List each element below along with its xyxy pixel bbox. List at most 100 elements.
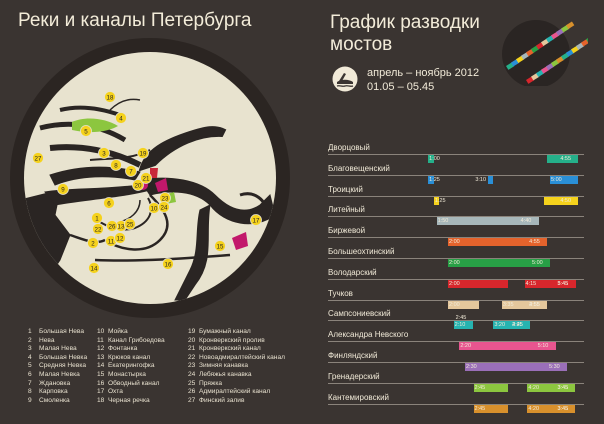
map-marker-label: 4 <box>119 115 123 122</box>
schedule-hours: 01.05 – 05.45 <box>367 81 435 93</box>
time-label: 4:15 <box>525 280 537 287</box>
time-label: 5:30 <box>549 364 560 370</box>
time-label: 4:40 <box>520 218 532 225</box>
bridge-name: Гренадерский <box>328 371 380 381</box>
schedule-subtitle: апрель – ноябрь 2012 01.05 – 05.45 <box>367 66 479 94</box>
bridge-row: Биржевой 2:00 4:55 <box>328 226 584 247</box>
legend-item: 19 Бумажный канал <box>188 328 285 337</box>
map-marker-22: 22 <box>92 223 104 235</box>
time-label: 2:45 <box>455 315 467 322</box>
bridge-row: Гренадерский 2:45 3:45 4:20 3:45 <box>328 372 584 392</box>
row-divider <box>328 216 584 218</box>
map-marker-8: 8 <box>110 159 122 171</box>
bridge-row: Володарский 2:00 3:45 4:15 5:45 <box>328 268 584 288</box>
legend-item: 24 Лебяжья канавка <box>188 371 285 380</box>
map-marker-4: 4 <box>115 112 127 124</box>
legend-item: 14 Екатерингофка <box>97 362 165 371</box>
map-marker-12: 12 <box>114 232 126 244</box>
legend-name: Бумажный канал <box>199 328 251 335</box>
map-marker-label: 14 <box>91 265 98 272</box>
map-marker-label: 24 <box>161 204 168 211</box>
legend-name: Кронверкский пролив <box>199 336 265 344</box>
bridge-row: Большеохтинский 2:00 5:00 <box>328 247 584 267</box>
row-divider <box>328 403 584 405</box>
row-divider <box>328 278 584 280</box>
row-divider <box>328 341 584 343</box>
legend-item: 18 Черная речка <box>97 397 165 406</box>
legend-number: 6 <box>28 370 32 378</box>
bridge-row: Финляндский 2:30 5:30 <box>328 351 584 371</box>
legend-item: 23 Зимняя канавка <box>188 362 285 371</box>
legend-number: 26 <box>188 388 196 396</box>
legend-name: Черная речка <box>108 396 150 404</box>
legend-column-1: 1 Большая Нева 2 Нева 3 Малая Нева 4 Большая Не… <box>28 328 87 405</box>
legend-number: 20 <box>188 336 196 344</box>
legend-number: 3 <box>28 345 32 353</box>
bridge-open-bar <box>459 342 556 351</box>
map-marker-26: 26 <box>106 220 118 232</box>
map-marker-3: 3 <box>98 147 110 159</box>
map-marker-label: 8 <box>114 162 118 169</box>
bridge-art-mark <box>566 21 575 30</box>
legend-number: 7 <box>28 379 32 387</box>
bridge-name: Сампсониевский <box>328 309 391 319</box>
legend-number: 10 <box>97 328 105 335</box>
time-label: 3:10 <box>475 176 487 183</box>
map-marker-label: 9 <box>61 186 65 193</box>
map-marker-label: 20 <box>135 182 142 189</box>
legend-number: 12 <box>97 345 105 353</box>
legend-name: Смоленка <box>39 396 70 404</box>
legend-column-2: 10 Мойка 11 Канал Грибоедова 12 Фонтанка 13 Крю… <box>97 328 165 405</box>
bridge-open-bar <box>473 383 508 392</box>
bridge-row: Троицкий 1:25 4:50 <box>328 185 584 205</box>
legend-item: 2 Нева <box>28 337 87 346</box>
map-marker-label: 5 <box>84 128 88 135</box>
legend-name: Монастырка <box>108 370 146 378</box>
legend-number: 2 <box>28 336 32 344</box>
time-label: 4:55 <box>529 239 540 246</box>
map-marker-9: 9 <box>57 183 69 195</box>
legend-name: Ждановка <box>39 379 71 387</box>
row-divider <box>328 382 584 384</box>
time-label: 2:45 <box>474 384 486 391</box>
map-marker-25: 25 <box>124 218 136 230</box>
time-label: 2:30 <box>466 364 477 370</box>
legend-item: 13 Крюков канал <box>97 354 165 363</box>
time-label: 3:20 <box>494 322 506 329</box>
legend-number: 4 <box>28 353 32 361</box>
time-label: 1:00 <box>429 156 440 162</box>
map-marker-label: 10 <box>151 205 158 212</box>
bridge-name: Володарский <box>328 267 377 277</box>
bridge-icon <box>332 66 358 92</box>
bridge-row: Кантемировский 2:45 3:45 4:20 3:45 <box>328 393 584 413</box>
legend-item: 10 Мойка <box>97 328 165 337</box>
legend-item: 22 Новоадмиралтейский канал <box>188 354 285 363</box>
map-title: Реки и каналы Петербурга <box>18 10 252 31</box>
legend-name: Финский залив <box>199 396 245 404</box>
map-marker-label: 27 <box>35 155 42 162</box>
map-marker-label: 15 <box>217 243 224 250</box>
time-label: 5:45 <box>557 280 569 287</box>
map-marker-label: 13 <box>118 223 125 230</box>
time-label: 2:55 <box>529 301 540 308</box>
map-marker-label: 21 <box>143 175 150 182</box>
map-marker-18: 18 <box>104 91 116 103</box>
bridge-row: Тучков 2:00 2:55 3:35 4:55 <box>328 289 584 309</box>
time-label: 5:00 <box>551 176 562 183</box>
legend-name: Большая Нева <box>39 328 85 335</box>
bridge-open-bar <box>433 196 440 205</box>
legend-name: Пряжка <box>199 379 223 387</box>
legend-name: Екатерингофка <box>108 362 155 370</box>
bridge-name: Кантемировский <box>328 392 390 402</box>
map-marker-19: 19 <box>137 147 149 159</box>
legend-item: 5 Средняя Невка <box>28 362 87 371</box>
row-divider <box>328 362 584 363</box>
row-divider <box>328 154 584 155</box>
legend-item: 17 Охта <box>97 388 165 397</box>
map-marker-5: 5 <box>80 125 92 137</box>
bridge-row: Благовещенский 1:25 3:10 5:00 <box>328 164 584 184</box>
bridge-name: Александра Невского <box>328 330 409 340</box>
map-marker-label: 1 <box>95 215 99 222</box>
legend-item: 26 Адмиралтейский канал <box>188 388 285 397</box>
bridge-name: Литейный <box>328 205 365 215</box>
